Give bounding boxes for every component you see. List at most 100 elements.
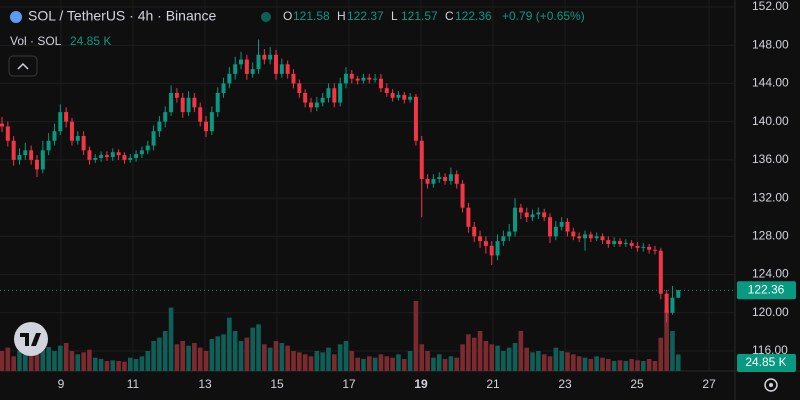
volume-bar — [279, 343, 285, 371]
volume-bar — [646, 359, 652, 371]
last-volume-box — [737, 354, 796, 372]
candle-body — [408, 96, 413, 100]
volume-layer — [0, 301, 681, 371]
y-tick-label: 140.00 — [752, 114, 789, 128]
candle-body — [227, 73, 232, 84]
candle-body — [17, 155, 22, 160]
candle-body — [215, 92, 220, 113]
candle-body — [518, 207, 523, 213]
volume-bar — [116, 361, 121, 371]
volume-bar — [326, 347, 331, 371]
volume-bar — [407, 351, 413, 371]
candle-body — [233, 64, 238, 74]
volume-bar — [530, 352, 535, 371]
candle-body — [274, 54, 279, 74]
volume-bar — [623, 361, 629, 371]
volume-bar — [227, 317, 232, 371]
volume-bar — [553, 347, 559, 371]
candle-body — [291, 73, 296, 84]
volume-bar — [139, 356, 145, 371]
candle-body — [425, 179, 430, 184]
volume-bar — [343, 341, 349, 371]
candle-body — [612, 241, 617, 244]
candle-body — [326, 88, 331, 98]
volume-bar — [606, 359, 611, 371]
candle-body — [163, 112, 168, 122]
volume-bar — [5, 347, 11, 371]
last-price-label: 122.36 — [748, 282, 785, 296]
candle-body — [536, 212, 541, 215]
volume-bar — [518, 331, 524, 371]
volume-bar — [460, 344, 465, 371]
volume-bar — [337, 344, 343, 371]
volume-bar — [151, 341, 156, 371]
candle-body — [542, 212, 547, 218]
volume-bar — [384, 356, 390, 371]
candle-body — [658, 250, 663, 294]
x-tick-label: 27 — [702, 377, 716, 391]
settings-icon — [769, 383, 773, 387]
volume-bar — [11, 356, 16, 371]
volume-bar — [262, 344, 267, 371]
candle-body — [443, 177, 448, 181]
candle-body — [5, 126, 10, 141]
volume-bar — [127, 357, 133, 371]
candle-body — [355, 78, 360, 81]
volume-bar — [641, 361, 646, 371]
volume-bar — [332, 354, 337, 371]
volume-bar — [361, 359, 366, 371]
volume-bar — [46, 347, 51, 371]
candle-body — [349, 73, 354, 79]
x-tick-label: 9 — [58, 377, 65, 391]
candle-body — [192, 97, 197, 108]
volume-bar — [483, 341, 489, 371]
volume-bar — [250, 327, 255, 371]
x-tick-label: 25 — [630, 377, 644, 391]
candle-body — [314, 102, 319, 108]
candle-body — [23, 150, 28, 156]
volume-bar — [501, 351, 506, 371]
candle-body — [180, 97, 185, 113]
candle-body — [478, 236, 483, 242]
volume-bar — [541, 354, 547, 371]
volume-bar — [157, 337, 162, 371]
settings-button[interactable] — [764, 378, 778, 392]
volume-bar — [629, 359, 634, 371]
volume-bar — [547, 356, 553, 371]
candle-body — [244, 59, 249, 74]
logo — [14, 322, 48, 356]
candle-body — [81, 135, 86, 151]
candle-body — [524, 212, 529, 218]
candle-body — [256, 54, 261, 70]
ohlc-value: 121.58 — [293, 9, 330, 23]
volume-bar — [419, 344, 425, 371]
candle-body — [128, 157, 133, 160]
volume-bar — [186, 345, 191, 371]
volume-bar — [256, 324, 261, 371]
candle-body — [239, 59, 244, 65]
volume-bar — [192, 343, 197, 371]
collapse-button[interactable] — [8, 55, 38, 77]
volume-bar — [267, 347, 273, 371]
volume-bar — [34, 344, 40, 371]
candle-body — [29, 150, 34, 160]
candle-body — [320, 97, 325, 103]
volume-bar — [221, 334, 226, 371]
candle-body — [641, 246, 646, 248]
candle-body — [93, 157, 98, 160]
volume-bar — [366, 356, 372, 371]
candle-body — [139, 150, 144, 155]
candle-body — [623, 243, 628, 245]
volume-bar — [285, 345, 290, 371]
candle-body — [361, 77, 366, 81]
candle-body — [52, 131, 57, 141]
change-label: +0.79 (+0.65%) — [502, 9, 585, 23]
volume-bar — [40, 349, 46, 371]
x-tick-label: 11 — [127, 377, 140, 391]
volume-bar — [98, 359, 104, 371]
candle-body — [134, 154, 139, 158]
candle-body — [565, 222, 570, 232]
candle-body — [588, 234, 593, 239]
candle-layer — [0, 39, 681, 323]
volume-bar — [232, 331, 238, 371]
